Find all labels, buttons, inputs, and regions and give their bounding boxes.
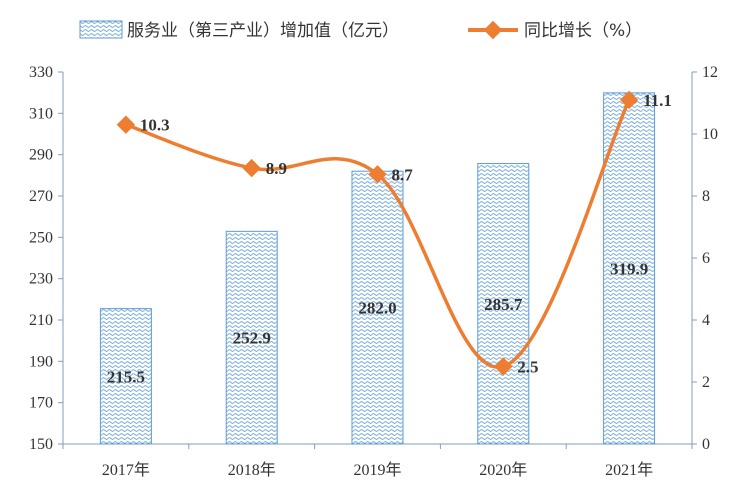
bar (225, 230, 278, 445)
y-left-tick-label: 270 (29, 188, 53, 205)
y-right-tick-label: 4 (702, 312, 710, 329)
line-marker (368, 165, 387, 184)
x-tick-label: 2020年 (479, 461, 527, 479)
bar (477, 163, 530, 445)
y-left-tick-label: 230 (29, 271, 53, 288)
line-value-label: 8.7 (392, 165, 414, 184)
line-value-label: 11.1 (643, 91, 672, 110)
bar-value-label: 252.9 (233, 329, 271, 348)
bar (99, 308, 152, 445)
growth-line (125, 99, 631, 369)
bar-value-label: 285.7 (484, 295, 523, 314)
x-tick-label: 2019年 (353, 461, 401, 479)
legend-line-marker (483, 20, 503, 40)
y-right-tick-label: 12 (702, 64, 718, 81)
y-left-tick-label: 250 (29, 229, 53, 246)
y-right-tick-label: 6 (702, 250, 710, 267)
y-left-tick-label: 310 (29, 105, 53, 122)
bar-value-label: 215.5 (107, 367, 145, 386)
bar (351, 170, 404, 445)
y-right-tick-label: 0 (702, 436, 710, 453)
line-marker (242, 158, 261, 178)
line-value-label: 2.5 (517, 358, 538, 377)
bar-value-label: 319.9 (610, 259, 648, 278)
line-marker (619, 90, 639, 110)
y-right-tick-label: 8 (702, 188, 710, 205)
bar-value-label: 282.0 (358, 299, 396, 318)
data-labels: 215.5 252.9 282.0 285.7 319.9 10.3 8.9 8.7 2.5 11… (107, 91, 672, 386)
line-value-label: 8.9 (266, 159, 287, 178)
line-marker (116, 115, 136, 134)
x-tick-label: 2021年 (605, 461, 653, 479)
y-left-tick-label: 290 (29, 147, 53, 164)
x-tick-label: 2017年 (102, 461, 150, 479)
y-left-tick-label: 330 (29, 64, 53, 81)
legend: 服务业（第三产业）增加值（亿元） 同比增长（%） (79, 20, 642, 41)
x-tick-label: 2018年 (228, 461, 276, 479)
legend-bar-swatch (79, 20, 123, 39)
y-right-tick-label: 10 (702, 126, 718, 143)
y-left-tick-label: 190 (29, 353, 53, 370)
line-series (116, 90, 639, 376)
axes: 150 170 190 210 230 250 270 290 310 330 0 2 4 6 8 10 12 2… (29, 64, 718, 479)
legend-line-label: 同比增长（%） (524, 21, 642, 41)
y-right-tick-label: 2 (702, 374, 710, 391)
y-left-tick-label: 210 (29, 312, 53, 329)
y-left-tick-label: 170 (29, 395, 53, 412)
y-left-tick-label: 150 (29, 436, 53, 453)
line-value-label: 10.3 (140, 116, 170, 135)
bars (99, 92, 656, 445)
legend-bar-label: 服务业（第三产业）增加值（亿元） (127, 21, 399, 41)
line-marker (494, 357, 513, 376)
bar (603, 92, 656, 445)
